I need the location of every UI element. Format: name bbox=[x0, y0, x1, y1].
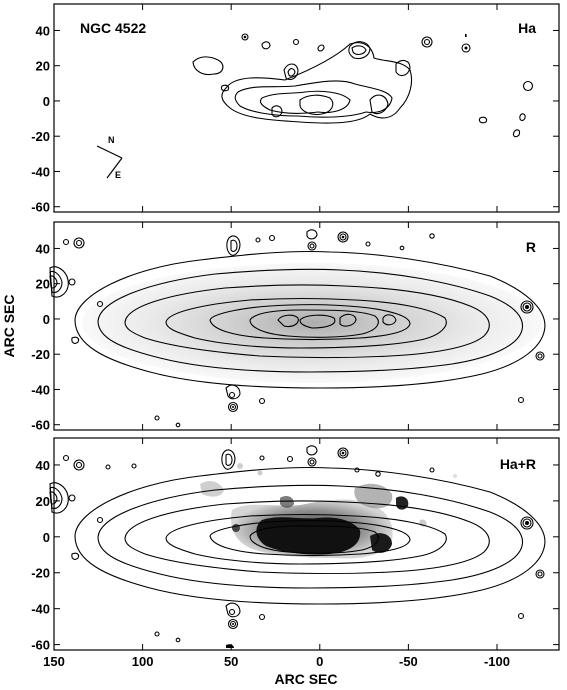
panel-label: Ha+R bbox=[500, 456, 536, 472]
x-tick-label: 100 bbox=[132, 654, 154, 669]
x-tick-label: 50 bbox=[224, 654, 238, 669]
y-tick-label: 40 bbox=[36, 241, 50, 256]
y-tick-label: 0 bbox=[43, 94, 50, 109]
y-tick-label: -60 bbox=[31, 638, 50, 653]
y-tick-label: 40 bbox=[36, 23, 50, 38]
y-tick-label: 20 bbox=[36, 494, 50, 509]
panel-label: Ha bbox=[518, 20, 536, 36]
y-tick-label: -40 bbox=[31, 382, 50, 397]
r-band-greyscale bbox=[82, 263, 542, 383]
y-tick-label: 0 bbox=[43, 530, 50, 545]
panel-frame bbox=[53, 3, 560, 213]
y-tick-label: -40 bbox=[31, 602, 50, 617]
r-band-contours bbox=[49, 229, 546, 428]
y-tick-label: -40 bbox=[31, 164, 50, 179]
ha-emission-contours bbox=[192, 33, 534, 138]
axes: 40 20 0 -20 -40 -60 40 20 0 -20 -40 -60 40 20 0 -20 -40 -… bbox=[31, 4, 559, 669]
y-tick-label: 0 bbox=[43, 312, 50, 327]
x-axis-title: ARC SEC bbox=[274, 671, 337, 687]
compass-north-label: N bbox=[108, 135, 115, 145]
y-tick-label: -60 bbox=[31, 200, 50, 215]
y-tick-label: 20 bbox=[36, 59, 50, 74]
east-arrow-line bbox=[106, 157, 123, 179]
y-tick-label: -20 bbox=[31, 129, 50, 144]
y-axis-title: ARC SEC bbox=[1, 294, 17, 357]
panel-ha: NGC 4522 Ha bbox=[53, 3, 560, 213]
r-band-contours bbox=[49, 445, 546, 648]
panel-ha-plus-r: Ha+R bbox=[49, 437, 560, 651]
panel-object-title: NGC 4522 bbox=[80, 20, 146, 36]
x-tick-label: -100 bbox=[484, 654, 510, 669]
y-tick-label: -20 bbox=[31, 347, 50, 362]
north-arrow-line bbox=[96, 145, 123, 159]
x-tick-label: 0 bbox=[316, 654, 323, 669]
y-tick-label: 20 bbox=[36, 277, 50, 292]
x-tick-label: 150 bbox=[43, 654, 65, 669]
compass-rose: N E bbox=[96, 135, 123, 180]
panel-r: R bbox=[49, 221, 560, 431]
y-tick-label: -20 bbox=[31, 566, 50, 581]
x-tick-label: -50 bbox=[399, 654, 418, 669]
compass-east-label: E bbox=[115, 170, 121, 180]
y-tick-label: -60 bbox=[31, 418, 50, 433]
y-tick-label: 40 bbox=[36, 458, 50, 473]
panel-label: R bbox=[526, 239, 536, 255]
